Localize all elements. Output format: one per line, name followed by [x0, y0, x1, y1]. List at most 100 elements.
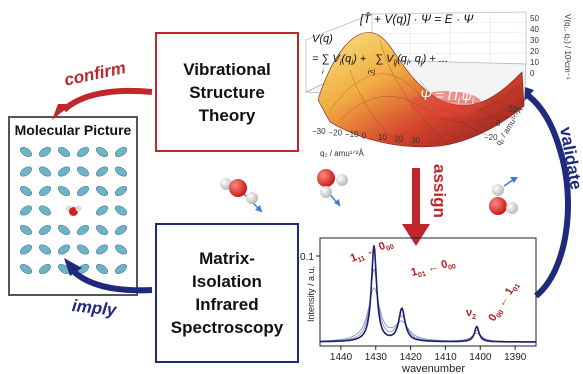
q2-ticks: −30 −20 −10 0 10 20 30	[312, 127, 420, 145]
q1-tick-label: 0	[496, 119, 501, 128]
argon-atom	[114, 263, 128, 275]
argon-atom	[19, 224, 33, 236]
spectrum-x-tick-label: 1430	[365, 352, 388, 363]
argon-atom	[76, 166, 90, 177]
spectrum-xlabel: wavenumber	[401, 363, 465, 374]
spectrum-x-tick-label: 1410	[434, 352, 457, 363]
argon-atom	[114, 244, 128, 255]
ir-spectrum: 1440 1430 1420 1410 1400 1390 0.1 Intensity /…	[300, 237, 537, 374]
spectrum-x-tick-label: 1390	[504, 352, 527, 363]
argon-atom	[114, 205, 128, 216]
argon-atom	[95, 146, 109, 158]
spectrum-x-tick-label: 1400	[469, 352, 492, 363]
miis-line-3: Infrared	[195, 295, 259, 314]
sum-sub-ij: i<j	[368, 69, 376, 76]
v-tick-label: 30	[530, 36, 539, 45]
potential-lhs: V(q)	[312, 33, 333, 45]
argon-atom	[76, 185, 90, 197]
argon-atom	[19, 185, 33, 197]
v-tick-label: 20	[530, 47, 539, 56]
water-molecule-center	[317, 169, 348, 207]
sum-sub-i: i	[322, 69, 324, 76]
spectrum-y-tick: 0.1	[300, 252, 314, 263]
argon-atom	[95, 205, 109, 216]
argon-atom	[95, 185, 109, 197]
argon-atom	[76, 224, 90, 236]
molecular-picture-title: Molecular Picture	[14, 122, 132, 138]
argon-atom	[95, 224, 109, 236]
argon-atom	[57, 244, 71, 255]
trapped-water	[65, 205, 82, 216]
argon-atom	[76, 244, 90, 255]
v-tick-label: 10	[530, 58, 539, 67]
argon-atom	[57, 146, 71, 158]
vst-line-2: Structure	[189, 82, 265, 102]
argon-atom	[114, 185, 128, 197]
argon-atom	[114, 146, 128, 158]
spectrum-ylabel: Intensity / a.u.	[306, 266, 316, 322]
peak-label-000: 000 ← 101	[486, 279, 522, 325]
argon-atom	[19, 263, 33, 275]
argon-atom	[19, 244, 33, 255]
q2-tick-label: 30	[411, 136, 420, 145]
assign-arrowhead	[402, 224, 430, 246]
q2-tick-label: −30	[312, 127, 326, 136]
q2-tick-label: 20	[395, 135, 404, 144]
spectrum-x-tick-label: 1440	[330, 352, 353, 363]
argon-atom	[76, 146, 90, 158]
argon-atom	[19, 146, 33, 158]
imply-arrowhead	[64, 258, 82, 276]
peak-label-nu2: ν2	[466, 307, 476, 321]
water-molecule-left	[220, 178, 263, 213]
argon-atom	[38, 205, 52, 216]
argon-atom	[38, 224, 52, 236]
argon-atom	[114, 224, 128, 236]
v-tick-label: 50	[530, 14, 539, 23]
wavefunction-product: Ψ = Πi ψi	[420, 87, 475, 106]
vibrational-structure-theory-box: Vibrational Structure Theory	[155, 32, 299, 152]
q1-ticks: −20 0 20	[484, 105, 517, 142]
q2-tick-label: 10	[378, 133, 387, 142]
argon-atom	[19, 205, 33, 216]
validate-arrow	[524, 91, 571, 299]
peak-label-101: 101 ← 000	[410, 256, 457, 280]
q2-tick-label: −20	[329, 129, 343, 138]
potential-surface-plot	[304, 11, 527, 148]
v-tick-label: 0	[530, 69, 535, 78]
matrix-isolation-ir-box: Matrix- Isolation Infrared Spectroscopy	[155, 223, 299, 363]
confirm-arrow	[61, 87, 153, 113]
q2-tick-label: −10	[345, 130, 359, 139]
q1-tick-label: 20	[508, 105, 517, 114]
imply-arrow	[69, 267, 153, 294]
potential-expansion: = ∑ Vi(qi) + ∑ Vij(qi, qj) + ...	[312, 53, 448, 67]
schrodinger-equation: [T̂ + V(q)] · Ψ = E · Ψ	[359, 11, 474, 26]
spectrum-frame	[319, 237, 537, 347]
confirm-label: confirm	[63, 58, 128, 90]
miis-line-1: Matrix-	[199, 249, 255, 268]
confirm-arrowhead	[52, 104, 72, 120]
argon-atom	[95, 263, 109, 275]
argon-atom	[38, 185, 52, 197]
spectrum-trace-main	[320, 245, 536, 343]
v-ticks: 0 10 20 30 40 50	[530, 14, 539, 78]
q2-axis-label: q₂ / amu¹ᐟ²Å	[320, 149, 365, 158]
argon-atom	[19, 166, 33, 177]
argon-atom	[57, 224, 71, 236]
spectrum-x-tick-label: 1420	[400, 352, 423, 363]
argon-atom	[95, 166, 109, 177]
assign-label: assign	[430, 164, 449, 218]
imply-label: imply	[71, 296, 119, 320]
water-molecule-right	[489, 177, 518, 215]
q2-tick-label: 0	[362, 132, 367, 141]
assign-arrow-shaft	[412, 168, 420, 226]
argon-atom	[38, 263, 52, 275]
spectrum-traces	[319, 245, 536, 343]
argon-atom	[38, 166, 52, 177]
argon-atom	[57, 185, 71, 197]
argon-atom	[114, 166, 128, 177]
q1-tick-label: −20	[484, 133, 498, 142]
miis-line-4: Spectroscopy	[170, 318, 284, 337]
vst-line-1: Vibrational	[183, 59, 271, 79]
argon-atom	[57, 166, 71, 177]
